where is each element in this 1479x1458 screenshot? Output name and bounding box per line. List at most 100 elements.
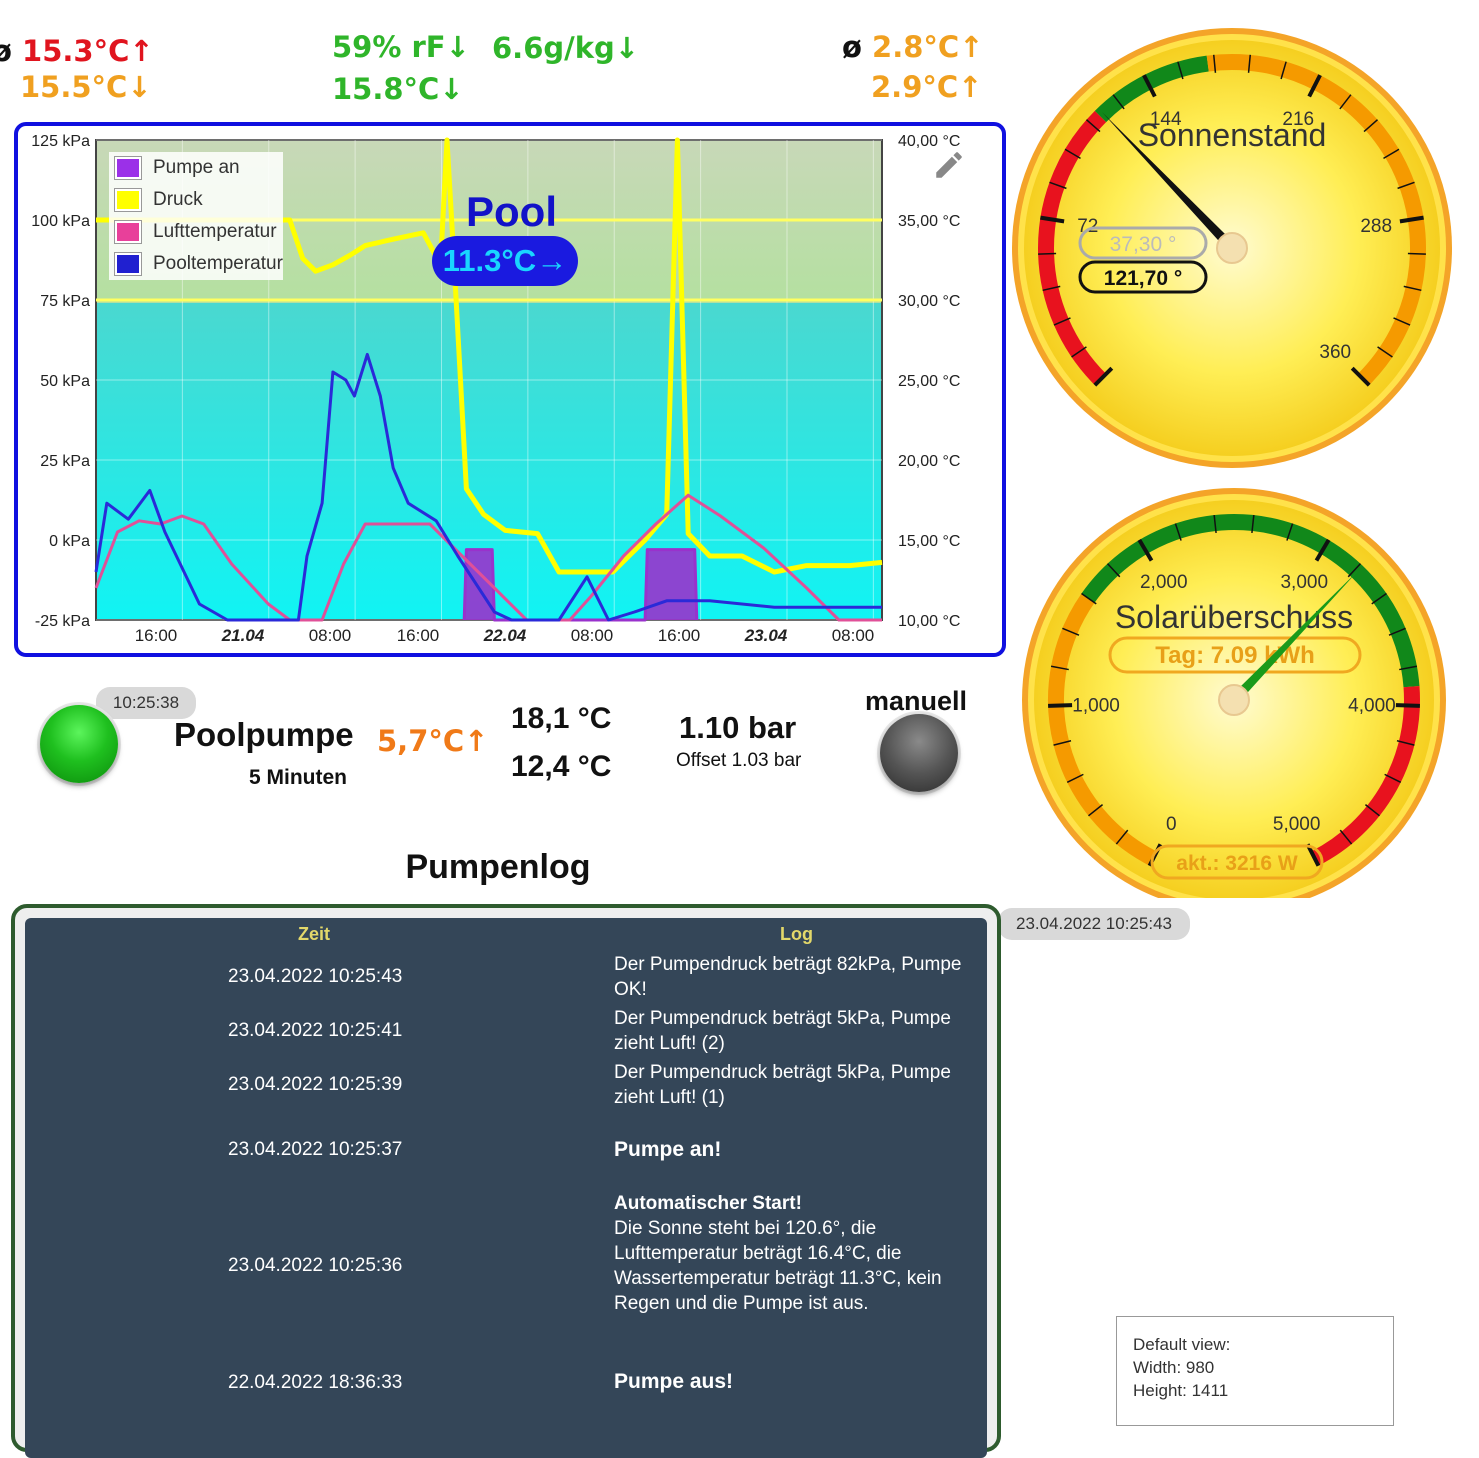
gauge-tick <box>1388 627 1406 636</box>
log-title-text: Pumpe an! <box>614 1138 722 1161</box>
gauge-needle <box>1102 112 1236 252</box>
y-left-tick: 100 kPa <box>31 213 90 230</box>
gauge-tick <box>1384 773 1402 784</box>
gauge-tick <box>1053 317 1071 326</box>
gauge-tick <box>1177 61 1184 80</box>
log-updated-timestamp: 23.04.2022 10:25:43 <box>998 908 1190 940</box>
gauge-scale-label: 144 <box>1150 109 1182 130</box>
gauge-scale-label: 5,000 <box>1273 814 1321 835</box>
log-message: Der Pumpendruck beträgt 5kPa, Pumpe zieh… <box>614 1008 951 1054</box>
log-title-text: Pumpe aus! <box>614 1370 734 1393</box>
gauge-scale-label: 3,000 <box>1280 572 1328 593</box>
gauge-tick <box>1377 346 1393 358</box>
sun-value <box>1078 260 1208 294</box>
gauge-tick <box>1371 592 1387 605</box>
gauge-scale-label: 0 <box>1166 814 1177 835</box>
gauge-tick <box>1307 74 1322 98</box>
gauge-scale-label: 4,000 <box>1348 695 1396 716</box>
log-time: 23.04.2022 10:25:43 <box>228 966 403 987</box>
gauge-band <box>1038 110 1107 386</box>
log-message: Der Pumpendruck beträgt 5kPa, Pumpe zieh… <box>614 1062 951 1108</box>
gauge-tick <box>1347 563 1362 578</box>
gauge-tick <box>1093 366 1114 387</box>
stat-humidity: 59% rF↓ <box>332 30 470 64</box>
legend-item[interactable]: Pumpe an <box>115 156 240 180</box>
x-tick: 16:00 <box>135 626 178 645</box>
y-left-tick: 50 kPa <box>40 373 90 390</box>
gauge-tick <box>1066 773 1084 784</box>
log-time: 22.04.2022 18:36:33 <box>228 1372 403 1393</box>
gauge-tick <box>1251 514 1255 534</box>
stat-right-top: ø 2.8°C↑ <box>842 30 984 64</box>
y-right-tick: 10,00 °C <box>898 613 960 630</box>
gauge-tick <box>1364 804 1380 817</box>
gauge-hub <box>1218 684 1250 716</box>
legend-label: Pumpe an <box>153 157 240 178</box>
gauge-band <box>1094 55 1209 123</box>
x-tick: 08:00 <box>571 626 614 645</box>
pump-status-led[interactable] <box>40 705 118 783</box>
stat-abs-humidity: 6.6g/kg↓ <box>492 31 640 65</box>
legend-item[interactable]: Lufttemperatur <box>115 220 277 244</box>
y-left-tick: 125 kPa <box>31 133 90 150</box>
pencil-icon[interactable] <box>932 148 966 182</box>
legend-swatch <box>115 221 141 243</box>
log-title-text: Automatischer Start! <box>614 1193 802 1214</box>
gauge-tick <box>1062 627 1080 636</box>
gauge-tick <box>1142 74 1157 98</box>
stat-dewpoint: 15.8°C↓ <box>332 72 464 106</box>
gauge-tick <box>1042 285 1061 292</box>
log-time: 23.04.2022 10:25:41 <box>228 1020 403 1041</box>
avg-prefix: ø <box>0 34 12 68</box>
pool-chart-card[interactable]: 125 kPa 100 kPa 75 kPa 50 kPa 25 kPa 0 kPa -25… <box>14 122 1006 657</box>
gauge-tick <box>1137 538 1154 562</box>
pressure-value: 1.10 bar <box>679 710 797 745</box>
y-left-tick: -25 kPa <box>35 613 90 630</box>
pool-temp-badge: 11.3°C→ <box>432 236 578 286</box>
legend-item[interactable]: Pooltemperatur <box>115 252 283 276</box>
info-line: Width: 980 <box>1133 1358 1215 1377</box>
y-right-tick: 35,00 °C <box>898 213 960 230</box>
gauge-band <box>1311 685 1420 866</box>
legend-label: Druck <box>153 189 203 210</box>
pump-name: Poolpumpe <box>174 716 354 753</box>
gauge-tick <box>1339 94 1352 110</box>
gauge-tick <box>1050 665 1069 671</box>
solar-current-value <box>1150 844 1324 880</box>
gauge-tick <box>1286 523 1294 541</box>
solar-surplus-gauge: 0 1,000 2,000 3,000 4,000 5,000 Solarüberschus… <box>1022 488 1446 898</box>
gauge-needle <box>1230 570 1359 704</box>
pump-log-card: Zeit Log 23.04.2022 10:25:43 Der Pumpend… <box>11 904 1001 1458</box>
gauge-hub <box>1216 232 1248 264</box>
gauge-tick <box>1247 54 1252 73</box>
pump-log-table[interactable]: Zeit Log 23.04.2022 10:25:43 Der Pumpend… <box>25 918 987 1458</box>
pump-timestamp: 10:25:38 <box>96 687 196 719</box>
x-tick: 21.04 <box>221 626 265 645</box>
gauge-tick <box>1071 346 1087 358</box>
y-right-tick: 15,00 °C <box>898 533 960 550</box>
gauge-tick <box>1363 119 1379 133</box>
gauge-tick <box>1396 740 1415 746</box>
y-right-tick: 40,00 °C <box>898 133 960 150</box>
info-line: Height: 1411 <box>1133 1381 1229 1400</box>
y-left-tick: 0 kPa <box>49 533 90 550</box>
gauge-tick <box>1174 523 1182 541</box>
y-left-tick: 75 kPa <box>40 293 90 310</box>
gauge-tick <box>1212 54 1217 73</box>
series-lufttemperatur <box>94 493 882 622</box>
legend-swatch <box>115 253 141 275</box>
default-view-info: Default view: Width: 980 Height: 1411 <box>1116 1316 1394 1426</box>
legend-swatch <box>115 189 141 211</box>
manual-mode-button[interactable] <box>880 714 958 792</box>
gauge-tick <box>1085 119 1101 133</box>
stat-left-bottom: 15.5°C↓ <box>20 70 152 104</box>
y-right-tick: 25,00 °C <box>898 373 960 390</box>
log-title: Pumpenlog <box>405 848 591 886</box>
gauge-tick <box>1350 366 1371 387</box>
legend-item[interactable]: Druck <box>115 188 203 212</box>
pressure-offset: Offset 1.03 bar <box>676 750 802 771</box>
log-message: Die Sonne steht bei 120.6°, die Lufttemp… <box>614 1218 942 1314</box>
gauge-tick <box>1280 61 1287 80</box>
gauge-tick <box>1048 703 1073 708</box>
sun-value-text: 121,70 ° <box>1104 267 1182 290</box>
